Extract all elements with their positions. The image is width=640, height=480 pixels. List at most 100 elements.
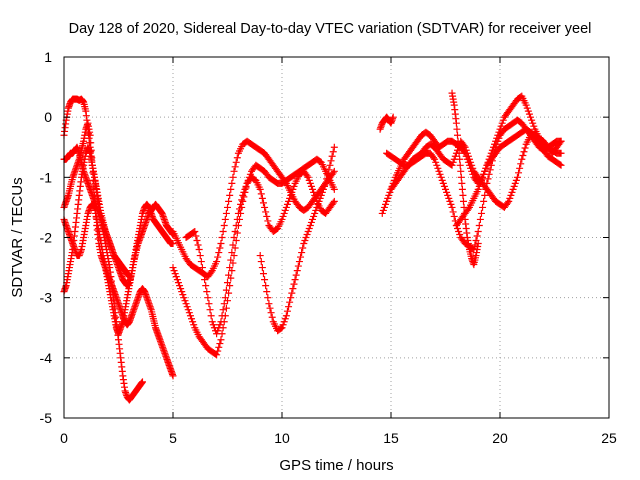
data-point	[298, 249, 306, 257]
data-point	[237, 200, 245, 208]
data-point	[299, 244, 307, 252]
data-point	[188, 315, 196, 323]
data-point	[225, 197, 233, 205]
data-point	[530, 122, 538, 130]
data-point	[294, 262, 302, 270]
data-point	[215, 249, 223, 257]
tick-labels: 0 5 10 15 20 25 -5 -4 -3 -2 -1 0 1	[40, 49, 617, 446]
x-tick-label: 15	[383, 430, 399, 446]
data-point	[190, 321, 198, 329]
data-point	[304, 227, 312, 235]
data-point	[510, 182, 518, 190]
data-point	[459, 191, 467, 199]
data-point	[457, 173, 465, 181]
data-point	[384, 194, 392, 202]
data-point	[459, 197, 467, 205]
series-track-j	[376, 113, 397, 133]
data-point	[194, 241, 202, 249]
data-point	[213, 258, 221, 266]
data-point	[226, 191, 234, 199]
data-point	[495, 134, 503, 142]
x-axis-title: GPS time / hours	[279, 457, 393, 474]
data-point	[216, 244, 224, 252]
data-point	[208, 318, 216, 326]
data-point	[179, 291, 187, 299]
data-point	[497, 122, 505, 130]
data-point	[267, 309, 275, 317]
data-point	[264, 294, 272, 302]
data-point	[477, 209, 485, 217]
data-point	[449, 208, 457, 216]
series-track-e	[60, 143, 133, 281]
data-point	[279, 321, 287, 329]
data-point	[520, 148, 528, 156]
data-point	[222, 286, 230, 294]
data-point	[452, 119, 460, 127]
data-point	[507, 191, 515, 199]
data-point	[232, 158, 240, 166]
data-point	[221, 294, 229, 302]
data-point	[310, 212, 318, 220]
data-point	[290, 280, 298, 288]
data-point	[315, 197, 323, 205]
data-point	[475, 221, 483, 229]
data-point	[256, 252, 264, 260]
data-point	[378, 209, 386, 217]
data-point	[185, 309, 193, 317]
data-point	[201, 276, 209, 284]
data-point	[282, 312, 290, 320]
data-point	[324, 170, 332, 178]
data-point	[178, 288, 186, 296]
data-point	[451, 152, 459, 160]
data-point	[207, 268, 215, 276]
data-point	[330, 197, 338, 205]
data-point	[215, 324, 223, 332]
data-point	[222, 209, 230, 217]
data-point	[433, 161, 441, 169]
data-point	[475, 182, 483, 190]
data-point	[228, 179, 236, 187]
data-point	[467, 158, 475, 166]
data-point	[468, 161, 476, 169]
data-point	[477, 176, 485, 184]
data-point	[227, 185, 235, 193]
data-point	[328, 152, 336, 160]
data-point	[233, 154, 241, 162]
data-point	[474, 185, 482, 193]
data-point	[213, 351, 221, 359]
data-point	[169, 240, 177, 248]
data-point	[455, 149, 463, 157]
data-point	[458, 185, 466, 193]
data-point	[322, 179, 330, 187]
data-point	[221, 215, 229, 223]
data-point	[443, 188, 451, 196]
x-tick-label: 0	[60, 430, 68, 446]
data-point	[436, 170, 444, 178]
data-point	[218, 312, 226, 320]
data-point	[204, 294, 212, 302]
data-point	[461, 143, 469, 151]
data-point	[382, 200, 390, 208]
data-point	[474, 227, 482, 235]
data-point	[521, 144, 529, 152]
data-point	[125, 273, 133, 281]
data-point	[445, 194, 453, 202]
data-point	[266, 304, 274, 312]
data-point	[174, 279, 182, 287]
data-point	[193, 237, 201, 245]
data-point	[473, 232, 481, 240]
data-point	[327, 157, 335, 165]
data-point	[313, 203, 321, 211]
data-point	[522, 101, 530, 109]
data-point	[453, 131, 461, 139]
data-point	[307, 182, 315, 190]
data-point	[481, 167, 489, 175]
data-point	[220, 221, 228, 229]
data-point	[238, 196, 246, 204]
data-point	[231, 163, 239, 171]
data-point	[200, 270, 208, 278]
data-point	[525, 110, 533, 118]
chart-title: Day 128 of 2020, Sidereal Day-to-day VTE…	[69, 21, 592, 37]
data-point	[323, 175, 331, 183]
